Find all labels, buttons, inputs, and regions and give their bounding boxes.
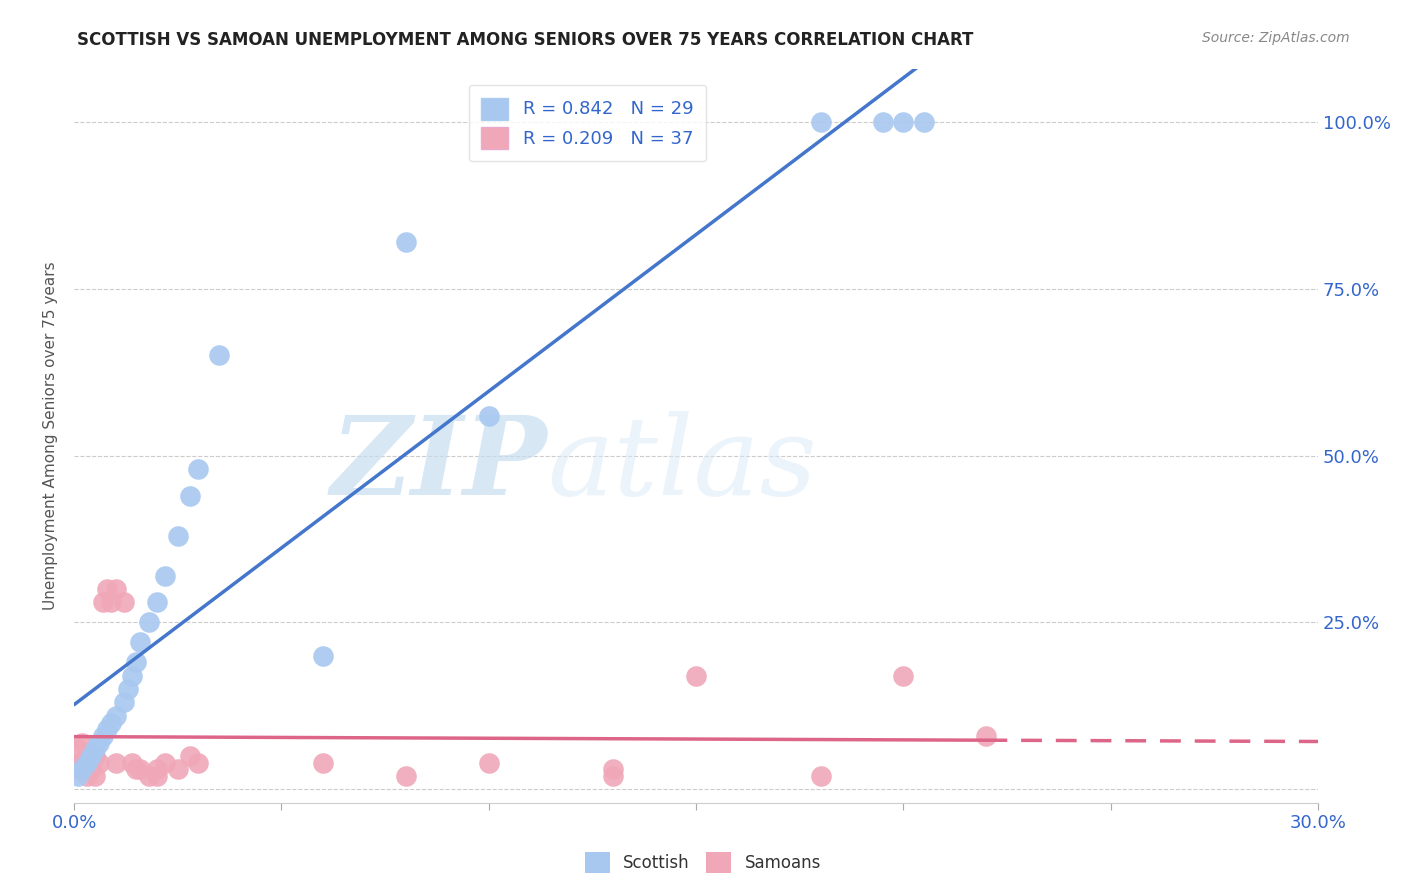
Point bbox=[79, 748, 101, 763]
Legend: R = 0.842   N = 29, R = 0.209   N = 37: R = 0.842 N = 29, R = 0.209 N = 37 bbox=[468, 85, 706, 161]
Point bbox=[208, 349, 231, 363]
Point bbox=[76, 769, 98, 783]
Point bbox=[83, 748, 105, 763]
Point bbox=[478, 409, 501, 423]
Point bbox=[72, 762, 94, 776]
Point bbox=[100, 595, 122, 609]
Point bbox=[79, 762, 101, 776]
Point bbox=[96, 582, 118, 596]
Point bbox=[976, 729, 998, 743]
Point bbox=[179, 489, 201, 503]
Point bbox=[166, 529, 188, 543]
Point bbox=[67, 769, 90, 783]
Point bbox=[67, 756, 90, 770]
Point bbox=[602, 769, 624, 783]
Point bbox=[117, 682, 139, 697]
Point bbox=[872, 115, 894, 129]
Point bbox=[67, 742, 90, 756]
Point bbox=[312, 756, 335, 770]
Point bbox=[104, 756, 127, 770]
Point bbox=[87, 735, 110, 749]
Text: atlas: atlas bbox=[547, 411, 817, 518]
Point bbox=[893, 669, 915, 683]
Point bbox=[83, 742, 105, 756]
Point bbox=[146, 769, 169, 783]
Point bbox=[96, 722, 118, 736]
Point bbox=[312, 648, 335, 663]
Point bbox=[125, 656, 148, 670]
Point bbox=[104, 709, 127, 723]
Point bbox=[72, 762, 94, 776]
Legend: Scottish, Samoans: Scottish, Samoans bbox=[578, 846, 828, 880]
Point bbox=[138, 615, 160, 630]
Point bbox=[112, 595, 135, 609]
Point bbox=[810, 769, 832, 783]
Point bbox=[76, 756, 98, 770]
Point bbox=[100, 715, 122, 730]
Point bbox=[685, 669, 707, 683]
Point bbox=[478, 756, 501, 770]
Point bbox=[166, 762, 188, 776]
Point bbox=[179, 748, 201, 763]
Point bbox=[63, 762, 86, 776]
Point bbox=[129, 635, 152, 649]
Y-axis label: Unemployment Among Seniors over 75 years: Unemployment Among Seniors over 75 years bbox=[44, 261, 58, 610]
Point bbox=[83, 769, 105, 783]
Point bbox=[104, 582, 127, 596]
Point bbox=[138, 769, 160, 783]
Point bbox=[87, 756, 110, 770]
Point bbox=[146, 595, 169, 609]
Point bbox=[121, 669, 143, 683]
Point bbox=[91, 595, 114, 609]
Point bbox=[125, 762, 148, 776]
Text: ZIP: ZIP bbox=[330, 411, 547, 518]
Text: Source: ZipAtlas.com: Source: ZipAtlas.com bbox=[1202, 31, 1350, 45]
Point bbox=[395, 769, 418, 783]
Point bbox=[72, 735, 94, 749]
Point bbox=[76, 748, 98, 763]
Text: SCOTTISH VS SAMOAN UNEMPLOYMENT AMONG SENIORS OVER 75 YEARS CORRELATION CHART: SCOTTISH VS SAMOAN UNEMPLOYMENT AMONG SE… bbox=[77, 31, 974, 49]
Point bbox=[810, 115, 832, 129]
Point bbox=[91, 729, 114, 743]
Point bbox=[79, 756, 101, 770]
Point bbox=[146, 762, 169, 776]
Point bbox=[112, 696, 135, 710]
Point bbox=[129, 762, 152, 776]
Point bbox=[602, 762, 624, 776]
Point bbox=[395, 235, 418, 249]
Point bbox=[893, 115, 915, 129]
Point bbox=[155, 756, 177, 770]
Point bbox=[912, 115, 935, 129]
Point bbox=[187, 462, 209, 476]
Point bbox=[155, 568, 177, 582]
Point bbox=[187, 756, 209, 770]
Point bbox=[121, 756, 143, 770]
